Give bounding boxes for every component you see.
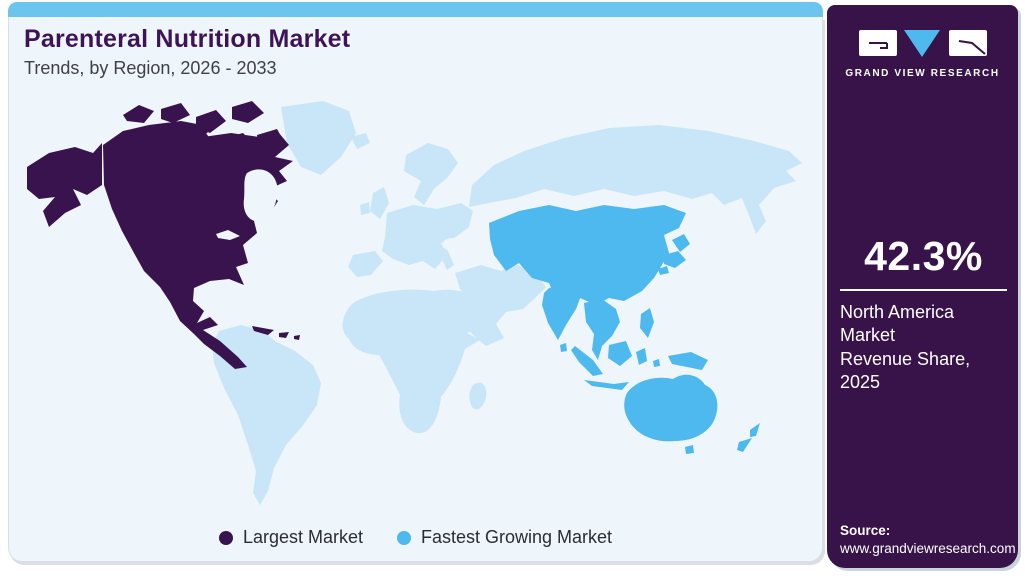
map-panel: Parenteral Nutrition Market Trends, by R… <box>8 17 823 562</box>
region-greenland <box>281 101 356 175</box>
legend-label-fastest: Fastest Growing Market <box>421 527 613 547</box>
top-accent-bar <box>8 2 823 17</box>
world-map <box>27 101 802 505</box>
source-block: Source: www.grandviewresearch.com <box>840 523 1016 556</box>
stat-caption-line2: Revenue Share, 2025 <box>840 348 971 393</box>
region-middle-east <box>455 265 546 346</box>
map-legend: Largest Market Fastest Growing Market <box>9 527 822 548</box>
page-title: Parenteral Nutrition Market <box>24 25 351 53</box>
legend-dot-largest-icon <box>218 530 233 545</box>
region-north-america <box>27 101 300 369</box>
legend-label-largest: Largest Market <box>242 527 363 547</box>
region-russia-cis <box>469 125 802 234</box>
gvr-logo: GRAND VIEW RESEARCH <box>827 27 1018 79</box>
page-subtitle: Trends, by Region, 2026 - 2033 <box>24 58 277 78</box>
stat-caption: North America Market Revenue Share, 2025 <box>840 301 1007 395</box>
region-south-america <box>212 325 321 505</box>
gvr-logo-icon <box>858 30 987 57</box>
region-africa <box>342 289 487 434</box>
source-url: www.grandviewresearch.com <box>840 541 1016 556</box>
water-hudson-bay <box>243 169 278 222</box>
legend-dot-fastest-icon <box>397 530 411 545</box>
region-asia-pacific <box>489 205 760 454</box>
source-label: Source: <box>840 523 891 538</box>
stat-caption-line1: North America Market <box>840 302 955 346</box>
water-black-sea <box>443 238 465 248</box>
stat-value: 42.3% <box>864 233 983 279</box>
water-great-lakes <box>216 230 240 240</box>
legend-item-fastest: Fastest Growing Market <box>397 527 612 548</box>
region-europe <box>348 133 473 277</box>
stat-block: 42.3% North America Market Revenue Share… <box>840 233 1007 395</box>
water-caspian-sea <box>475 231 489 257</box>
sidebar: GRAND VIEW RESEARCH 42.3% North America … <box>827 5 1018 568</box>
legend-item-largest: Largest Market <box>218 527 363 548</box>
stat-divider <box>840 289 1007 291</box>
gvr-logo-text: GRAND VIEW RESEARCH <box>845 68 1000 79</box>
